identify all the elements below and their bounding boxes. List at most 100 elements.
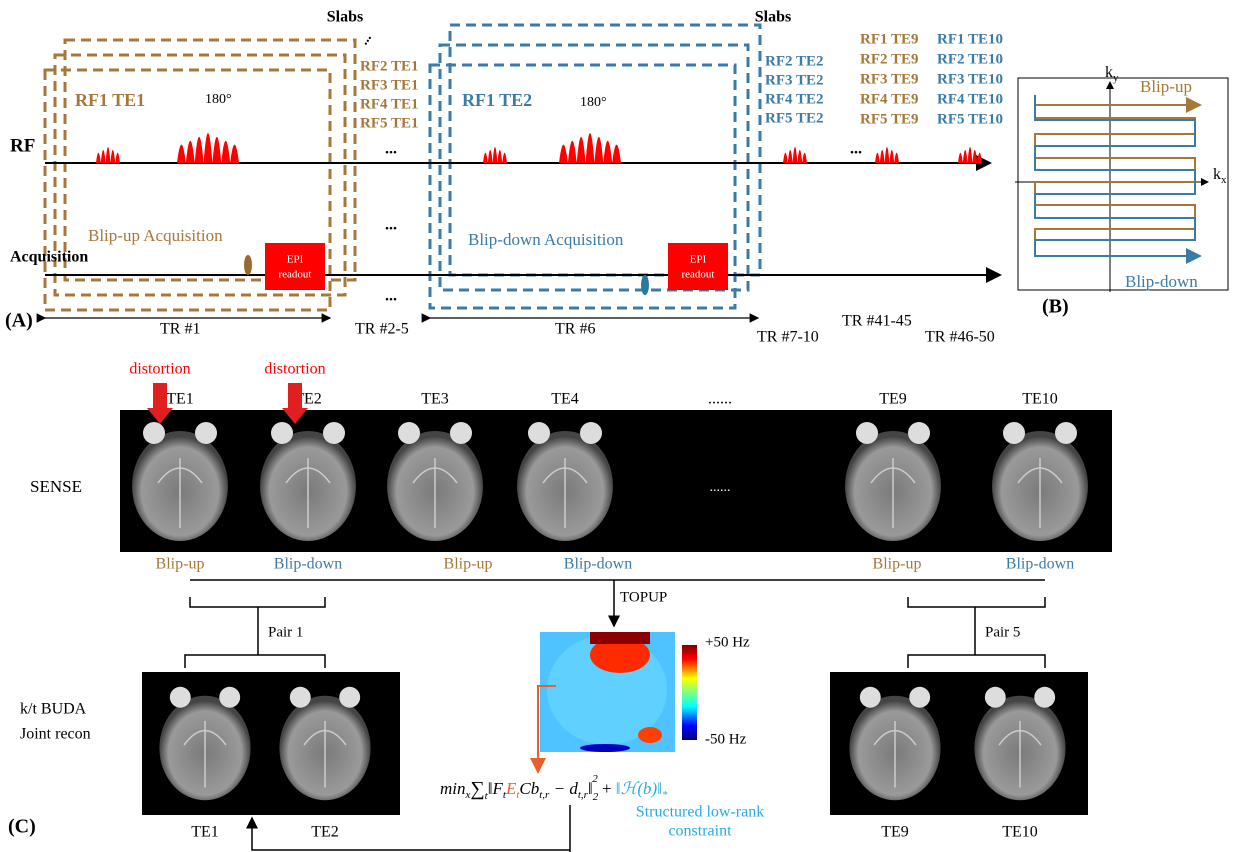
blip-up-gradient <box>244 255 252 275</box>
label: RF2 TE2 <box>765 53 823 69</box>
eye <box>195 422 217 444</box>
label: distortion <box>129 361 190 378</box>
formula-part: min <box>440 779 466 798</box>
label: TOPUP <box>620 589 667 605</box>
label: Blip-up <box>444 556 493 573</box>
eye <box>908 422 930 444</box>
label: (C) <box>8 816 36 838</box>
eye <box>398 422 420 444</box>
axis-label-sub: x <box>1221 174 1227 186</box>
label: RF3 TE9 <box>860 71 918 87</box>
label: Blip-down <box>1006 556 1074 573</box>
label: +50 Hz <box>705 634 750 650</box>
formula-part: ∑ <box>470 778 484 800</box>
blip-down-gradient <box>641 275 649 295</box>
label: Blip-up Acquisition <box>88 226 223 245</box>
label: RF4 TE9 <box>860 91 918 107</box>
label: Pair 1 <box>268 624 303 640</box>
label: Slabs <box>755 9 791 26</box>
label: TR #2-5 <box>355 321 409 338</box>
label: readout <box>682 269 715 281</box>
eye <box>860 687 881 708</box>
label: readout <box>279 269 312 281</box>
label: RF4 TE2 <box>765 91 823 107</box>
eye <box>856 422 878 444</box>
label: ... <box>850 141 862 158</box>
eye <box>143 422 165 444</box>
epi-readout-box <box>265 243 325 290</box>
label: distortion <box>264 361 325 378</box>
eye <box>1034 687 1055 708</box>
label: TE10 <box>1002 824 1038 841</box>
label: RF2 TE1 <box>360 58 418 74</box>
eye <box>339 687 360 708</box>
label: RF1 TE10 <box>937 31 1003 47</box>
axis-label-base: k <box>1213 166 1221 183</box>
colorbar <box>682 645 697 740</box>
eye <box>170 687 191 708</box>
label: Blip-down <box>1125 272 1198 291</box>
axis-label-base: k <box>1105 64 1113 81</box>
formula-part: Cb <box>519 779 539 798</box>
label: TR #1 <box>160 321 200 338</box>
axis-label: kx <box>1213 166 1227 186</box>
label: RF5 TE1 <box>360 115 418 131</box>
label: (B) <box>1042 296 1069 318</box>
label: RF2 TE9 <box>860 51 918 67</box>
label: TE9 <box>881 824 909 841</box>
eye <box>450 422 472 444</box>
label: Blip-down <box>564 556 632 573</box>
label: RF3 TE1 <box>360 77 418 93</box>
label: RF1 TE2 <box>462 90 532 110</box>
label: RF5 TE10 <box>937 111 1003 127</box>
label: Blip-up <box>1140 77 1192 96</box>
bracket <box>908 597 1045 668</box>
label: RF4 TE10 <box>937 91 1003 107</box>
eye <box>290 687 311 708</box>
label: constraint <box>668 823 732 840</box>
eye <box>1055 422 1077 444</box>
label: Blip-up <box>156 556 205 573</box>
formula-part: E <box>505 779 517 798</box>
formula-part: ‖ℋ(b)‖ <box>616 779 662 798</box>
label: TE2 <box>311 824 339 841</box>
label: RF3 TE10 <box>937 71 1003 87</box>
label: TR #7-10 <box>757 329 819 346</box>
label: ...... <box>710 480 731 495</box>
label: EPI <box>287 254 304 266</box>
label: TE10 <box>1022 391 1058 408</box>
label: Blip-up <box>873 556 922 573</box>
epi-readout-box <box>668 243 728 290</box>
rf-pulse <box>559 133 621 163</box>
label: RF5 TE9 <box>860 111 918 127</box>
label: ...... <box>708 391 732 408</box>
eye <box>271 422 293 444</box>
label: TE3 <box>421 391 449 408</box>
figure: SlabsSlabsRFAcquisition180°180°RF1 TE1RF… <box>0 0 1237 852</box>
label: RF1 TE1 <box>75 90 145 110</box>
label: ... <box>357 31 375 48</box>
label: TE1 <box>166 391 194 408</box>
label: TE4 <box>551 391 579 408</box>
label: TR #46-50 <box>925 329 995 346</box>
label: -50 Hz <box>705 731 747 747</box>
label: TR #41-45 <box>842 313 912 330</box>
label: TR #6 <box>555 321 595 338</box>
label: Blip-down <box>274 556 342 573</box>
label: Acquisition <box>10 249 88 266</box>
rf-pulse <box>483 147 507 163</box>
formula: minx∑t‖FtEtCbt,r − dt,r‖22 + ‖ℋ(b)‖* <box>440 773 668 803</box>
rf-pulse <box>958 147 982 163</box>
kspace-box <box>1018 78 1228 290</box>
label: Blip-down Acquisition <box>468 230 624 249</box>
label: EPI <box>690 254 707 266</box>
label: 180° <box>205 92 232 107</box>
label: Structured low-rank <box>636 804 764 821</box>
eye <box>985 687 1006 708</box>
label: Pair 5 <box>985 624 1020 640</box>
eye <box>580 422 602 444</box>
rf-pulse <box>96 147 120 163</box>
label: k/t BUDA <box>20 701 87 718</box>
label: (A) <box>5 310 33 332</box>
